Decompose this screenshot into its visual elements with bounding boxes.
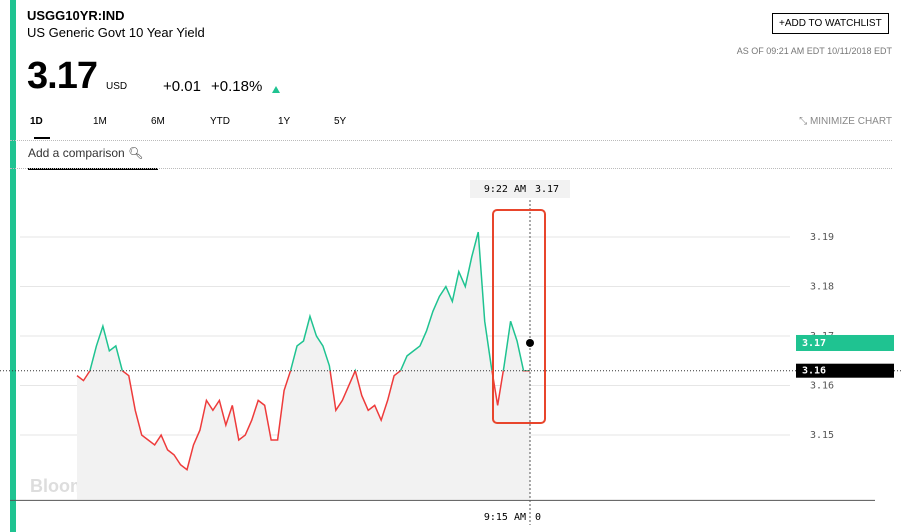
- annotation-box: [492, 209, 546, 424]
- minimize-label: MINIMIZE CHART: [809, 116, 892, 127]
- tab[interactable]: 1M: [93, 116, 107, 127]
- last-label: 3.17: [802, 338, 826, 349]
- up-arrow: [272, 86, 280, 93]
- tab[interactable]: 1Y: [278, 116, 291, 127]
- as-of: AS OF 09:21 AM EDT 10/11/2018 EDT: [736, 46, 892, 56]
- security-name: US Generic Govt 10 Year Yield: [27, 25, 205, 40]
- crosshair-time: 9:22 AM: [484, 184, 526, 195]
- tab[interactable]: 1D: [30, 116, 43, 127]
- y-tick-label: 3.19: [810, 232, 834, 243]
- tab[interactable]: 6M: [151, 116, 165, 127]
- divider: [10, 140, 892, 141]
- last-badge: [796, 334, 894, 351]
- crosshair-box: [470, 180, 570, 198]
- y-tick-label: 3.18: [810, 282, 834, 293]
- baseline-badge: [796, 363, 894, 378]
- tab-underline: [34, 137, 50, 139]
- currency: USD: [106, 81, 128, 92]
- crosshair-value: 3.17: [535, 184, 559, 195]
- y-tick-label: 3.15: [810, 430, 834, 441]
- crosshair-value: 0: [535, 512, 541, 523]
- y-tick-label: 3.16: [810, 381, 834, 392]
- change-pct: +0.18%: [211, 78, 263, 95]
- line-down: [76, 370, 530, 471]
- last-dot: [526, 338, 534, 347]
- accent-bar: [10, 0, 16, 532]
- watchlist-button[interactable]: +ADD TO WATCHLIST: [772, 13, 889, 34]
- comparison-input[interactable]: Add a comparison 🔍︎: [28, 146, 158, 170]
- comparison-label: Add a comparison: [28, 146, 125, 160]
- divider: [10, 168, 892, 169]
- tab[interactable]: 5Y: [334, 116, 347, 127]
- crosshair-time: 9:15 AM: [484, 512, 526, 523]
- line-up: [89, 231, 530, 371]
- ticker: USGG10YR:IND: [27, 8, 125, 23]
- minimize-chart[interactable]: ⤡ MINIMIZE CHART: [799, 116, 892, 127]
- change: +0.01: [163, 78, 201, 95]
- tab[interactable]: YTD: [210, 116, 230, 127]
- price: 3.17: [27, 55, 98, 97]
- area: [77, 232, 530, 500]
- baseline-label: 3.16: [802, 366, 826, 377]
